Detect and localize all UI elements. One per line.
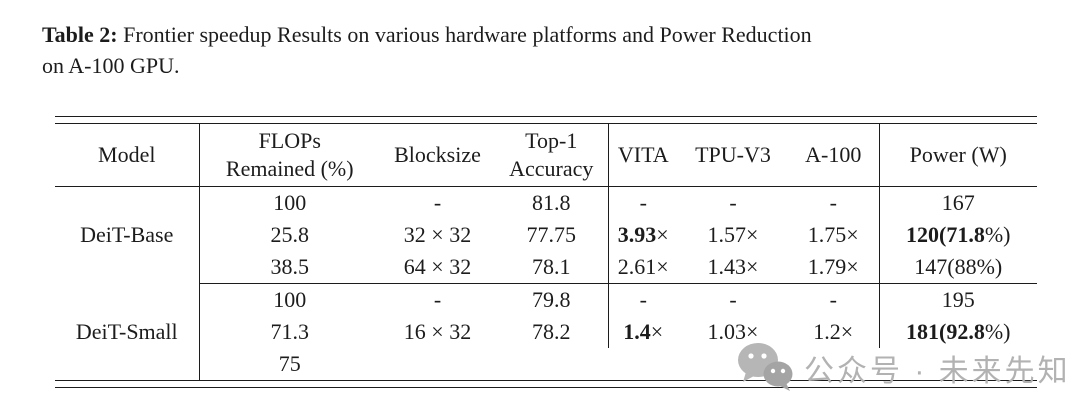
top1-cell: 81.8 (532, 190, 571, 215)
vita-cell: 1.4× (607, 316, 678, 348)
col-header-power: Power (W) (878, 123, 1037, 187)
col-header-tpu-v3: TPU-V3 (678, 123, 788, 187)
flops-cell: 25.8 (270, 222, 310, 247)
a100-cell: 1.75× (807, 222, 859, 247)
vita-cell: - (607, 186, 678, 219)
table-row: 75 (55, 348, 1037, 381)
vita-cell: - (607, 283, 678, 316)
tpu-cell: 1.43× (678, 251, 788, 284)
flops-cell: 38.5 (199, 251, 380, 284)
table-bottom-double-rule (55, 381, 1037, 388)
power-cell: 195 (878, 283, 1037, 316)
power-cell: 167 (878, 186, 1037, 219)
a100-cell: - (829, 287, 837, 312)
col-header-model: Model (55, 123, 200, 187)
table-row: 25.8 32 × 32 77.75 3.93× 1.57× 1.75× 120… (55, 219, 1037, 251)
flops-cell: 100 (273, 190, 307, 215)
flops-cell: 100 (273, 287, 307, 312)
vita-cell: 2.61× (607, 251, 678, 284)
flops-cell: 75 (278, 351, 301, 376)
blocksize-cell (380, 348, 495, 381)
caption-label: Table 2: (42, 22, 118, 47)
results-table-wrap: Model FLOPs Remained (%) Blocksize Top-1… (55, 116, 1037, 388)
power-cell: 181(92.8%) (878, 316, 1037, 348)
tpu-cell: 1.03× (707, 319, 759, 344)
col-header-vita: VITA (607, 123, 678, 187)
model-cell-deit-small: DeiT-Small (55, 283, 200, 381)
top1-cell: 79.8 (532, 287, 571, 312)
a100-cell: 1.2× (813, 319, 854, 344)
top1-cell: 78.1 (495, 251, 608, 284)
blocksize-cell: - (433, 287, 442, 312)
caption-text: Frontier speedup Results on various hard… (117, 22, 812, 47)
table-row: 71.3 16 × 32 78.2 1.4× 1.03× 1.2× 181(92… (55, 316, 1037, 348)
caption-line2: on A-100 GPU. (42, 53, 180, 78)
col-header-top1: Top-1 Accuracy (495, 123, 608, 187)
top1-cell (495, 348, 608, 381)
wechat-icon (736, 341, 794, 396)
header-row: Model FLOPs Remained (%) Blocksize Top-1… (55, 123, 1037, 187)
col-header-blocksize: Blocksize (380, 123, 495, 187)
tpu-cell: 1.57× (707, 222, 759, 247)
blocksize-cell: 32 × 32 (403, 222, 472, 247)
col-header-a100: A-100 (788, 123, 879, 187)
col-header-flops: FLOPs Remained (%) (199, 123, 380, 187)
watermark: 公众号 · 未来先知 (736, 341, 1071, 395)
model-cell-deit-base: DeiT-Base (55, 186, 200, 284)
table-caption: Table 2: Frontier speedup Results on var… (42, 19, 1047, 81)
table-top-double-rule (55, 116, 1037, 123)
watermark-text: 公众号 · 未来先知 (804, 355, 1071, 388)
tpu-cell: - (729, 287, 737, 312)
blocksize-cell: 64 × 32 (380, 251, 495, 284)
top1-cell: 77.75 (526, 222, 577, 247)
table-row: DeiT-Base 100 - 81.8 - - - 167 (55, 186, 1037, 284)
table-row: 38.5 64 × 32 78.1 2.61× 1.43× 1.79× 147(… (55, 251, 1037, 284)
a100-cell: - (829, 190, 837, 215)
top1-cell: 78.2 (532, 319, 571, 344)
blocksize-cell: - (433, 190, 442, 215)
power-cell: 120(71.8%) (878, 219, 1037, 251)
vita-cell: 3.93× (607, 219, 678, 251)
flops-cell: 71.3 (270, 319, 310, 344)
blocksize-cell: 16 × 32 (403, 319, 472, 344)
table-row: DeiT-Small 100 - 79.8 - - - 195 (55, 283, 1037, 381)
power-cell: 147(88%) (878, 251, 1037, 284)
results-table: Model FLOPs Remained (%) Blocksize Top-1… (55, 123, 1037, 381)
vita-cell (608, 348, 678, 381)
a100-cell: 1.79× (788, 251, 879, 284)
tpu-cell: - (729, 190, 737, 215)
